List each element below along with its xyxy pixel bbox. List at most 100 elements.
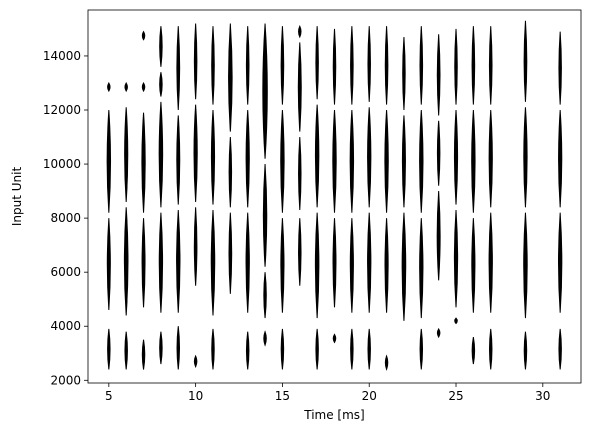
spike-segment xyxy=(471,26,476,105)
spike-segment xyxy=(280,26,285,105)
spike-segment xyxy=(454,317,458,325)
spike-segment xyxy=(124,107,129,202)
y-tick-label: 2000 xyxy=(50,373,81,387)
spike-segment xyxy=(367,26,371,102)
spike-segment xyxy=(176,115,181,205)
spike-segment xyxy=(436,191,441,281)
spike-segment xyxy=(332,333,337,344)
spike-segment xyxy=(298,25,302,39)
spike-segment xyxy=(298,218,302,286)
y-tick-label: 10000 xyxy=(43,157,81,171)
spike-segment xyxy=(401,115,406,208)
spike-segment xyxy=(436,34,441,116)
spike-segment xyxy=(228,137,233,208)
spike-segment xyxy=(297,42,302,132)
x-axis-ticks: 5 10 15 20 25 30 xyxy=(105,383,550,403)
spike-segment xyxy=(367,107,372,208)
spike-segment xyxy=(436,327,441,339)
spike-segment xyxy=(315,328,319,370)
spike-segment xyxy=(176,326,181,370)
spike-segment xyxy=(228,23,233,132)
spike-segment xyxy=(384,26,389,105)
spike-segment xyxy=(471,218,476,313)
y-tick-label: 12000 xyxy=(43,103,81,117)
spike-segment xyxy=(245,26,250,105)
spike-segment xyxy=(332,218,337,308)
spike-segment xyxy=(488,26,493,105)
spike-segment xyxy=(210,109,216,205)
spike-segment xyxy=(141,218,146,308)
spike-segment xyxy=(176,26,181,111)
spike-segment xyxy=(488,109,493,208)
y-tick-label: 8000 xyxy=(50,211,81,225)
plot-frame xyxy=(87,9,582,384)
spike-segment xyxy=(262,23,268,159)
spike-segment xyxy=(419,109,424,213)
spike-segment xyxy=(158,101,164,208)
spike-segment xyxy=(106,109,112,213)
spike-segment xyxy=(350,328,354,370)
spike-segment xyxy=(211,26,215,105)
x-tick-label: 30 xyxy=(535,389,550,403)
spike-segment xyxy=(263,272,267,319)
spike-segment xyxy=(106,218,111,311)
spike-segment xyxy=(141,112,146,213)
spike-segment xyxy=(401,212,407,321)
spike-segment xyxy=(211,328,215,370)
y-tick-label: 14000 xyxy=(43,49,81,63)
x-tick-label: 15 xyxy=(275,389,290,403)
x-axis-label: Time [ms] xyxy=(303,408,365,422)
y-tick-label: 4000 xyxy=(50,319,81,333)
spike-segment xyxy=(141,339,146,370)
spike-segment xyxy=(141,82,146,93)
spike-segment xyxy=(453,209,459,308)
spike-segment xyxy=(124,331,128,370)
spike-segment xyxy=(245,109,250,208)
spike-segment xyxy=(384,218,389,313)
spike-segment xyxy=(314,212,320,319)
spike-segment xyxy=(367,328,371,370)
y-tick-label: 6000 xyxy=(50,265,81,279)
spike-segment xyxy=(210,209,216,316)
spike-segment xyxy=(367,212,372,313)
spike-segment xyxy=(349,109,355,213)
spike-segment xyxy=(488,328,493,370)
spike-segment xyxy=(523,20,528,102)
spike-segment xyxy=(558,212,563,313)
spike-segment xyxy=(141,30,146,41)
spike-segment xyxy=(558,328,562,370)
x-tick-label: 10 xyxy=(188,389,203,403)
spike-segment xyxy=(454,28,458,105)
spike-segment xyxy=(558,109,563,208)
spike-segment xyxy=(193,354,198,368)
spike-segment xyxy=(523,331,528,370)
x-tick-label: 20 xyxy=(362,389,377,403)
spike-segment xyxy=(384,109,389,213)
spike-segment xyxy=(159,26,163,67)
spike-segment xyxy=(419,218,424,319)
spike-segment xyxy=(419,328,424,370)
spike-segment xyxy=(245,212,250,313)
y-axis-label: Input Unit xyxy=(10,167,24,227)
spike-segment xyxy=(107,82,111,93)
spike-segment xyxy=(193,23,198,100)
spike-layer xyxy=(106,20,563,371)
spike-segment xyxy=(453,109,459,205)
spike-segment xyxy=(523,107,528,208)
spike-segment xyxy=(488,212,493,313)
spike-segment xyxy=(349,218,354,313)
spike-segment xyxy=(402,36,406,111)
spike-segment xyxy=(332,109,337,213)
spike-segment xyxy=(159,331,163,365)
spike-segment xyxy=(280,109,285,213)
spike-segment xyxy=(332,28,337,105)
spike-segment xyxy=(384,354,389,371)
x-tick-label: 5 xyxy=(105,389,113,403)
spike-segment xyxy=(193,207,198,286)
spike-segment xyxy=(245,331,250,370)
spike-segment xyxy=(298,137,302,211)
spike-segment xyxy=(436,120,441,186)
spike-segment xyxy=(193,104,198,202)
spike-segment xyxy=(280,218,285,313)
